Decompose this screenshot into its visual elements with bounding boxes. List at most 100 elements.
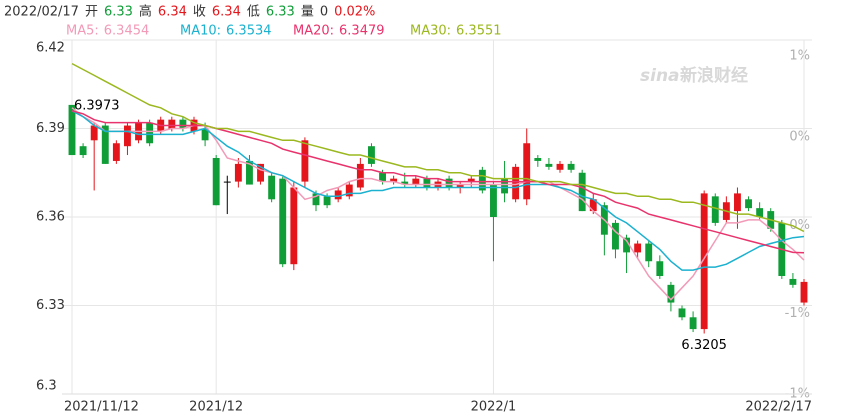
candle-body <box>412 178 420 185</box>
candle-body <box>623 237 630 253</box>
candle-body <box>667 284 675 303</box>
candle-body <box>756 208 764 217</box>
y2-tick-label: 0% <box>789 218 810 233</box>
candle-body <box>578 172 586 212</box>
candle-body <box>478 169 486 191</box>
candle-body <box>368 146 375 164</box>
header-label: 量 <box>301 5 314 20</box>
candle-body <box>523 143 531 200</box>
legend-value: 6.3454 <box>104 24 150 39</box>
candle-body <box>612 222 619 250</box>
header-value: 0 <box>320 5 328 20</box>
y-tick-label: 6.36 <box>36 210 65 225</box>
watermark: sina <box>640 66 680 86</box>
candle-body <box>312 193 320 206</box>
candle-body <box>323 196 331 206</box>
candle-body <box>390 178 398 182</box>
candle-body <box>656 261 664 276</box>
candle-body <box>678 308 686 318</box>
header-value: 6.34 <box>158 5 187 20</box>
candle-body <box>734 193 741 212</box>
candle-body <box>379 172 386 182</box>
ma-line <box>71 62 805 233</box>
candle-body <box>334 190 342 200</box>
legend-label: MA30: <box>410 24 451 39</box>
y-tick-label: 6.42 <box>36 41 65 56</box>
candle-body <box>234 163 242 182</box>
legend: MA5: 6.3454 MA10: 6.3534 MA20: 6.3479 MA30: 6.3… <box>66 24 502 39</box>
legend-value: 6.3551 <box>456 24 502 39</box>
legend-label: MA10: <box>180 24 221 39</box>
candle-body <box>700 193 708 330</box>
header-label: 高 <box>139 4 152 20</box>
y2-tick-label: 0% <box>789 130 810 145</box>
candle-body <box>79 146 87 156</box>
candle-body <box>490 184 497 217</box>
candle-body <box>556 163 564 170</box>
candle-body <box>268 175 276 200</box>
candle-body <box>257 163 264 182</box>
candle-body <box>512 166 520 200</box>
y-tick-label: 6.3 <box>36 379 57 394</box>
candle-body <box>711 196 719 223</box>
watermark: 新浪财经 <box>680 65 748 86</box>
candle-body <box>789 278 797 285</box>
y-tick-label: 6.33 <box>36 298 65 313</box>
min-label: 6.3205 <box>681 338 727 353</box>
candle-body <box>146 122 154 144</box>
candle-body <box>179 119 187 129</box>
candle-body <box>689 317 697 330</box>
header-value: 6.33 <box>104 5 133 20</box>
y-tick-label: 6.39 <box>36 121 65 136</box>
ma-line <box>71 107 805 301</box>
candle-body <box>445 178 453 188</box>
candle-body <box>456 184 464 188</box>
candle-body <box>634 243 642 253</box>
candle-body <box>467 178 475 182</box>
candle-body <box>246 160 253 185</box>
header-value: 6.34 <box>212 5 241 20</box>
candle-body <box>745 199 752 209</box>
candle-body <box>124 125 131 147</box>
x-tick-label: 2022/2/17 <box>745 400 812 415</box>
candle-body <box>800 281 808 303</box>
header-date: 2022/02/17 <box>4 5 79 20</box>
header-label: 开 <box>85 5 98 20</box>
candle-body <box>290 187 298 265</box>
candle-body <box>567 163 575 170</box>
candle-body <box>423 178 431 188</box>
max-label: 6.3973 <box>74 98 120 113</box>
candle-body <box>90 125 98 141</box>
legend-label: MA5: <box>66 24 99 39</box>
candle-body <box>545 163 553 167</box>
y2-tick-label: 1% <box>789 49 810 64</box>
ma-line <box>71 110 805 254</box>
x-tick-label: 2022/1 <box>471 400 517 415</box>
header-label: 低 <box>247 5 260 20</box>
candle-body <box>501 178 508 194</box>
header-label: 收 <box>193 5 206 20</box>
header: 2022/02/17 开 6.33 高 6.34 收 6.34 低 6.33 量 0 0.02% <box>4 4 375 20</box>
legend-value: 6.3479 <box>339 24 385 39</box>
candle-body <box>301 140 309 182</box>
candle-body <box>201 128 209 141</box>
candle-body <box>112 143 120 161</box>
candle-body <box>279 178 287 265</box>
candle-body <box>168 119 176 129</box>
x-tick-label: 2021/12 <box>189 400 243 415</box>
candle-body <box>101 125 109 164</box>
legend-value: 6.3534 <box>226 24 272 39</box>
candle-body <box>212 158 220 206</box>
x-tick-label: 2021/11/12 <box>64 400 139 415</box>
ma-line <box>71 110 805 271</box>
candle-body <box>345 184 353 197</box>
y2-tick-label: -1% <box>785 306 810 321</box>
candle-body <box>645 243 653 262</box>
legend-label: MA20: <box>293 24 334 39</box>
candle-body <box>534 158 542 161</box>
candle-body <box>68 104 76 156</box>
header-value: 6.33 <box>266 5 295 20</box>
candle-body <box>401 181 409 185</box>
candle-body <box>223 181 231 183</box>
